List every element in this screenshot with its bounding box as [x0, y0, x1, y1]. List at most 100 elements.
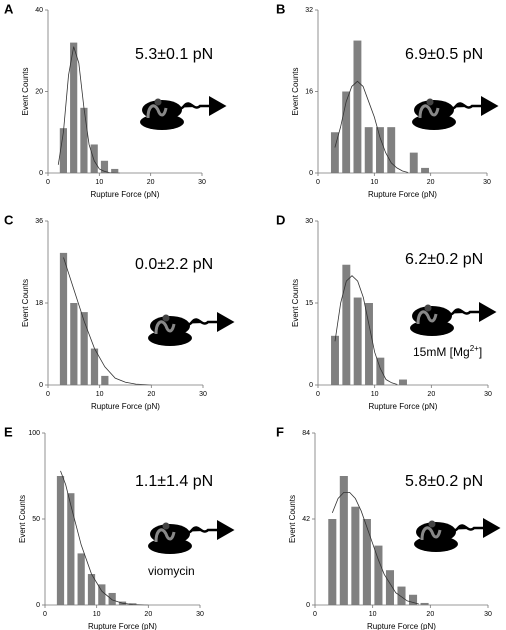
x-tick-label: 30 — [199, 391, 207, 398]
x-tick-label: 0 — [313, 611, 317, 618]
x-tick-label: 20 — [147, 391, 155, 398]
panel: F 5.8±0.2 pN Rupture Force (pN) Event Count… — [276, 424, 492, 630]
bar — [87, 574, 96, 605]
fit-curve — [63, 257, 152, 386]
x-tick-label: 0 — [46, 179, 50, 186]
annotation: 0.0±2.2 pN — [135, 256, 213, 273]
bar — [108, 592, 116, 605]
icon — [140, 99, 224, 131]
icon — [148, 315, 232, 347]
note: 15mM [Mg2+] — [413, 344, 482, 360]
bar — [376, 127, 384, 173]
bar — [376, 357, 385, 385]
bar — [421, 167, 429, 173]
bar — [342, 91, 351, 173]
y-tick-label: 30 — [305, 218, 313, 225]
bar — [365, 303, 373, 385]
x-tick-label: 20 — [144, 611, 152, 618]
bar — [56, 476, 65, 605]
bar — [353, 40, 362, 173]
note-part: viomycin — [148, 564, 195, 578]
panel: A 5.3±0.1 pN Rupture Force (pN) Event Count… — [4, 1, 213, 199]
icon — [410, 305, 494, 337]
panel: B 6.9±0.5 pN Rupture Force (pN) Event Count… — [276, 1, 491, 199]
annotation: 5.3±0.1 pN — [135, 46, 213, 63]
annotation: 6.2±0.2 pN — [405, 251, 483, 268]
x-tick-label: 0 — [316, 179, 320, 186]
icon — [412, 99, 496, 131]
bar — [351, 506, 360, 605]
y-tick-label: 100 — [28, 430, 40, 437]
bar — [90, 144, 98, 173]
bar — [420, 602, 429, 605]
bar — [330, 132, 339, 173]
x-tick-label: 10 — [371, 391, 379, 398]
x-tick-label: 30 — [484, 611, 492, 618]
panel: C 0.0±2.2 pN Rupture Force (pN) Event Count… — [4, 212, 213, 411]
x-tick-label: 0 — [43, 611, 47, 618]
x-tick-label: 20 — [427, 391, 435, 398]
y-axis-label: Event Counts — [288, 495, 297, 543]
x-tick-label: 10 — [93, 611, 101, 618]
x-axis-label: Rupture Force (pN) — [367, 622, 436, 630]
x-axis-label: Rupture Force (pN) — [91, 190, 160, 199]
note-part: ] — [479, 345, 482, 359]
bar — [353, 297, 362, 385]
x-tick-label: 10 — [96, 391, 104, 398]
annotation: 5.8±0.2 pN — [405, 473, 483, 490]
bar — [362, 519, 371, 605]
y-tick-label: 20 — [35, 88, 43, 95]
x-tick-label: 0 — [316, 391, 320, 398]
y-axis-label: Event Counts — [18, 495, 27, 543]
y-tick-label: 0 — [39, 170, 43, 177]
y-tick-label: 18 — [35, 300, 43, 307]
note-part: 15mM [Mg — [413, 345, 470, 359]
y-tick-label: 0 — [36, 602, 40, 609]
bar — [328, 519, 337, 605]
y-tick-label: 15 — [305, 300, 313, 307]
icon — [148, 523, 232, 555]
bar — [59, 128, 67, 173]
bar — [100, 160, 109, 173]
bar — [331, 335, 339, 385]
bar — [374, 545, 383, 605]
fit-curve — [334, 275, 398, 385]
panel-label: E — [4, 424, 13, 439]
y-tick-label: 36 — [35, 218, 43, 225]
x-axis-label: Rupture Force (pN) — [88, 622, 157, 630]
x-tick-label: 30 — [483, 179, 491, 186]
bar — [70, 303, 78, 385]
annotation: 1.1±1.4 pN — [135, 473, 213, 490]
y-tick-label: 0 — [306, 602, 310, 609]
note: viomycin — [148, 564, 195, 578]
bar — [342, 264, 351, 385]
bar — [385, 570, 395, 605]
annotation: 6.9±0.5 pN — [405, 46, 483, 63]
y-axis-label: Event Counts — [21, 279, 30, 327]
fit-curve — [334, 80, 409, 173]
bar — [70, 42, 78, 173]
fit-curve — [331, 491, 419, 605]
bar — [67, 493, 75, 605]
x-tick-label: 30 — [198, 179, 206, 186]
y-tick-label: 0 — [309, 170, 313, 177]
panel: E 1.1±1.4 pN Rupture Force (pN) Event Count… — [4, 424, 213, 630]
bar — [387, 127, 396, 173]
x-tick-label: 20 — [427, 179, 435, 186]
panel: D 6.2±0.2 pN Rupture Force (pN) Event Count… — [276, 212, 492, 411]
y-tick-label: 32 — [305, 7, 313, 14]
x-axis-label: Rupture Force (pN) — [91, 402, 160, 411]
y-axis-label: Event Counts — [21, 67, 30, 115]
panel-label: F — [276, 424, 284, 439]
x-tick-label: 10 — [370, 179, 378, 186]
panel-label: C — [4, 212, 14, 227]
x-tick-label: 30 — [196, 611, 204, 618]
bar — [77, 553, 85, 605]
x-tick-label: 20 — [147, 179, 155, 186]
bar — [98, 584, 106, 605]
y-tick-label: 84 — [302, 430, 310, 437]
y-tick-label: 0 — [39, 382, 43, 389]
x-axis-label: Rupture Force (pN) — [369, 402, 438, 411]
x-tick-label: 30 — [484, 391, 492, 398]
